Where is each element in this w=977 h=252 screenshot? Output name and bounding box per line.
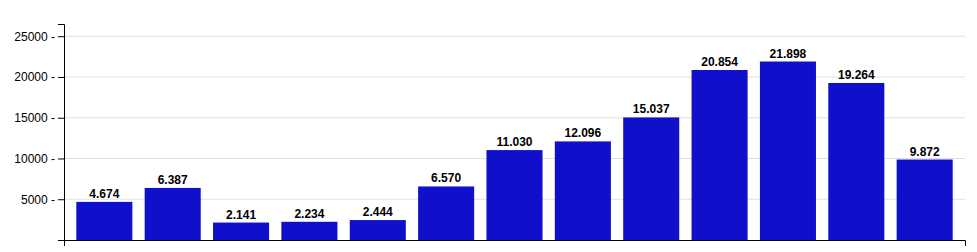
data-label: 2.444 bbox=[363, 205, 393, 219]
data-label: 4.674 bbox=[89, 187, 119, 201]
bar bbox=[555, 141, 611, 240]
data-label: 20.854 bbox=[701, 55, 738, 69]
bar bbox=[281, 222, 337, 240]
y-axis: 5000 - 10000 - 15000 - 20000 - 25000 - bbox=[14, 25, 64, 241]
data-label: 11.030 bbox=[496, 135, 532, 149]
y-axis-line bbox=[58, 25, 65, 241]
bar bbox=[418, 186, 474, 240]
y-tick: 15000 - bbox=[14, 111, 64, 125]
bar bbox=[828, 83, 884, 240]
data-labels: 4.674 6.387 2.141 2.234 2.444 6.570 11.030 12.0… bbox=[89, 47, 940, 222]
bar bbox=[623, 117, 679, 240]
data-label: 15.037 bbox=[633, 102, 670, 116]
data-label: 21.898 bbox=[770, 47, 807, 61]
y-tick-label: 5000 - bbox=[21, 193, 55, 207]
y-tick: 10000 - bbox=[14, 152, 64, 166]
bar bbox=[76, 202, 132, 240]
y-tick-label: 15000 - bbox=[14, 111, 55, 125]
y-tick-label: 10000 - bbox=[14, 152, 55, 166]
y-tick: 5000 - bbox=[21, 193, 64, 207]
bar bbox=[897, 160, 953, 240]
y-tick-label: 25000 - bbox=[14, 30, 55, 44]
y-tick-mark bbox=[58, 36, 64, 37]
data-label: 6.570 bbox=[431, 171, 461, 185]
chart-svg: 5000 - 10000 - 15000 - 20000 - 25000 - 4.674 6… bbox=[0, 0, 977, 252]
bars bbox=[76, 62, 952, 240]
bar bbox=[486, 150, 542, 240]
data-label: 2.234 bbox=[294, 207, 324, 221]
x-axis bbox=[65, 241, 966, 247]
y-tick: 25000 - bbox=[14, 30, 64, 44]
y-tick-mark bbox=[58, 158, 64, 159]
data-label: 2.141 bbox=[226, 208, 256, 222]
data-label: 12.096 bbox=[565, 126, 602, 140]
grid-line bbox=[64, 76, 965, 77]
y-tick-mark bbox=[58, 118, 64, 119]
y-tick: 20000 - bbox=[14, 70, 64, 84]
y-tick-mark bbox=[58, 77, 64, 78]
data-label: 19.264 bbox=[838, 68, 875, 82]
bar bbox=[350, 220, 406, 240]
grid-line bbox=[64, 36, 965, 37]
x-axis-line bbox=[65, 241, 966, 247]
y-tick-mark bbox=[58, 199, 64, 200]
y-tick-label: 20000 - bbox=[14, 70, 55, 84]
bar bbox=[692, 70, 748, 240]
data-label: 6.387 bbox=[158, 173, 188, 187]
bar bbox=[760, 62, 816, 240]
data-label: 9.872 bbox=[910, 145, 940, 159]
bar bbox=[145, 188, 201, 240]
bar bbox=[213, 223, 269, 240]
chart-container: 5000 - 10000 - 15000 - 20000 - 25000 - 4.674 6… bbox=[0, 0, 977, 252]
